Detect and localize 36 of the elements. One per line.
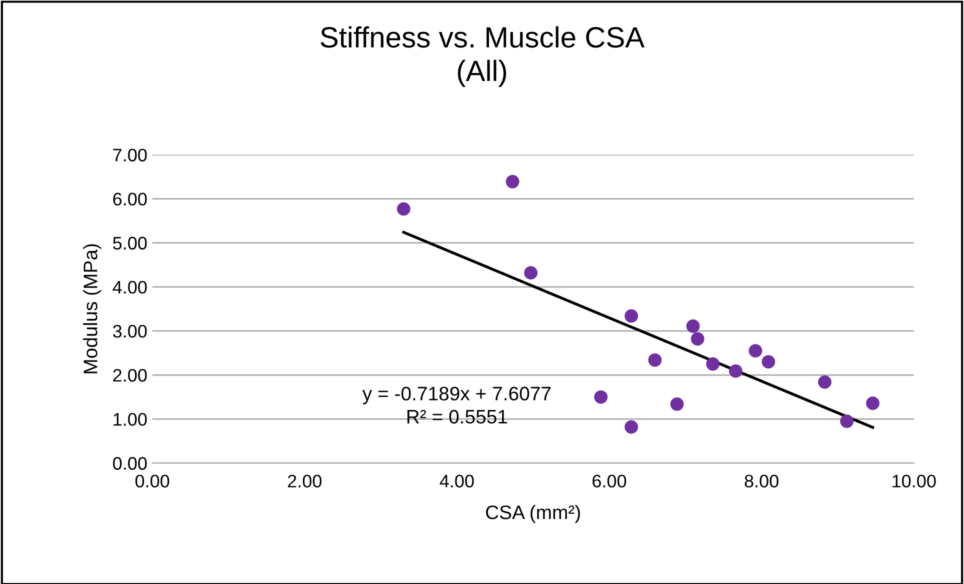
point	[624, 420, 638, 434]
y-tick-label: 0.00	[113, 457, 147, 470]
y-tick-label: 6.00	[113, 192, 147, 206]
chart-title: Stiffness vs. Muscle CSA (All)	[320, 26, 645, 87]
point	[648, 353, 662, 367]
y-tick-label: 4.00	[112, 280, 147, 294]
x-tick-label: 8.00	[744, 474, 778, 488]
x-tick-label: 10.00	[892, 474, 936, 488]
x-axis-title: CSA (mm²)	[486, 504, 580, 524]
point	[840, 414, 854, 428]
annotation: y = -0.7189x + 7.6077	[362, 386, 551, 404]
point	[728, 364, 742, 378]
y-tick-label: 2.00	[113, 368, 147, 382]
point	[866, 396, 880, 410]
point	[706, 357, 720, 371]
x-tick-label: 4.00	[440, 474, 474, 488]
point	[686, 319, 700, 333]
annotation: R² = 0.5551	[407, 410, 508, 424]
y-axis-title: Modulus (MPa)	[83, 244, 102, 374]
point	[524, 266, 538, 280]
point	[762, 355, 776, 369]
point	[818, 375, 832, 389]
point	[594, 390, 608, 404]
y-tick-label: 1.00	[114, 412, 147, 426]
point	[396, 202, 410, 216]
y-tick-label: 3.00	[113, 324, 147, 338]
y-tick-label: 7.00	[113, 148, 147, 162]
point	[748, 344, 762, 358]
point	[670, 397, 684, 411]
x-tick-label: 2.00	[288, 474, 322, 488]
point	[690, 332, 704, 346]
x-tick-label: 0.00	[135, 474, 170, 488]
point	[506, 174, 520, 188]
point	[624, 309, 638, 323]
y-tick-label: 5.00	[113, 236, 147, 250]
x-tick-label: 6.00	[592, 474, 626, 488]
